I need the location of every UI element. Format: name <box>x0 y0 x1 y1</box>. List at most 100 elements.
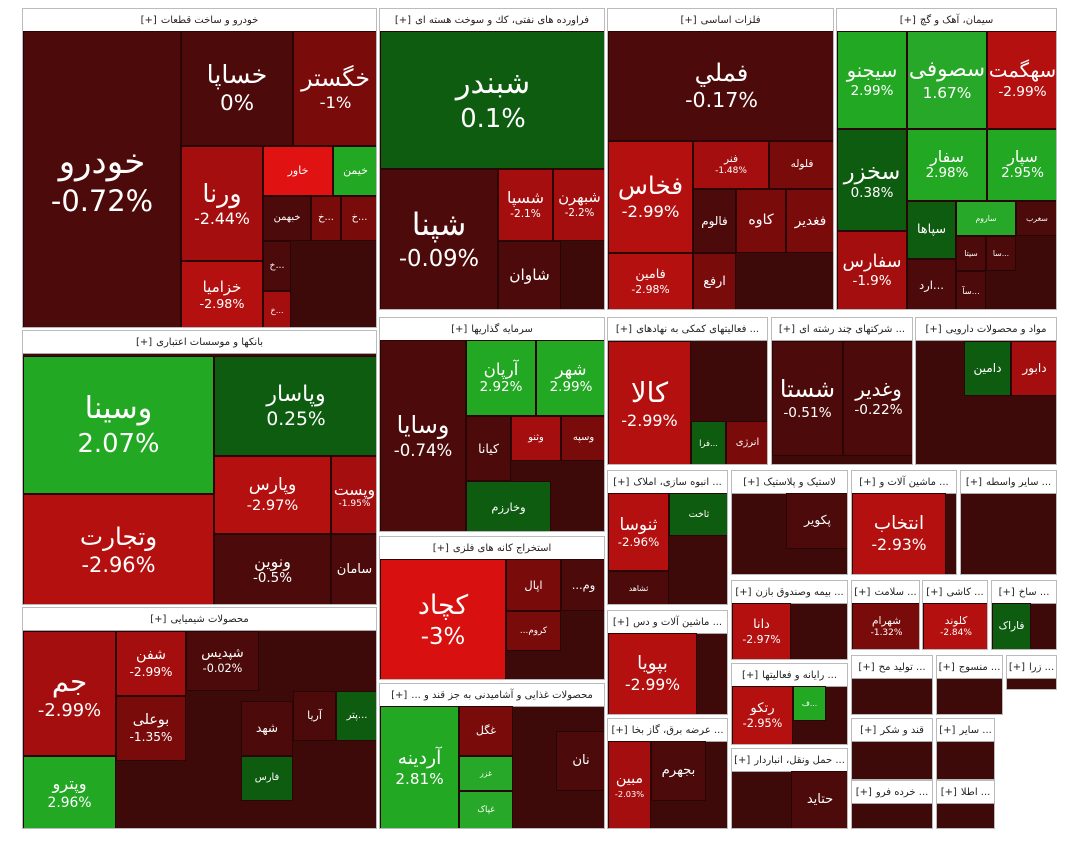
stock-tile[interactable]: سپار 2.95% <box>987 129 1056 201</box>
stock-tile[interactable]: وغدیر -0.22% <box>843 341 912 456</box>
stock-tile[interactable]: کلوند -2.84% <box>923 603 987 649</box>
stock-tile[interactable]: انرژی <box>726 421 767 464</box>
stock-tile[interactable]: خبهمن <box>263 196 311 241</box>
stock-tile[interactable]: کچاد -3% <box>380 559 506 679</box>
stock-tile[interactable]: شاوان <box>498 241 561 309</box>
stock-tile[interactable]: پتر... <box>336 691 376 741</box>
stock-tile[interactable]: فاراک <box>992 603 1031 649</box>
expand-button[interactable]: [+] <box>611 724 628 736</box>
stock-tile[interactable]: سخزر 0.38% <box>837 129 907 231</box>
stock-tile[interactable]: فامین -2.98% <box>608 253 693 309</box>
stock-tile[interactable]: دابور <box>1011 341 1056 396</box>
expand-button[interactable]: [+] <box>858 661 875 673</box>
stock-tile[interactable]: وسپه <box>561 416 604 461</box>
stock-tile[interactable]: شبهرن -2.2% <box>553 169 604 241</box>
expand-button[interactable]: [+] <box>743 476 760 488</box>
stock-tile[interactable]: انتخاب -2.93% <box>852 493 946 574</box>
expand-button[interactable]: [+] <box>859 476 876 488</box>
expand-button[interactable]: [+] <box>778 323 796 335</box>
expand-button[interactable]: [+] <box>734 754 751 766</box>
stock-tile[interactable]: فلوله <box>769 141 833 189</box>
stock-tile[interactable]: خزامیا -2.98% <box>181 261 263 327</box>
stock-tile[interactable]: کالا -2.99% <box>608 341 691 464</box>
stock-tile[interactable]: آرپان 2.92% <box>466 340 536 416</box>
stock-tile[interactable]: سیجنو 2.99% <box>837 31 907 129</box>
stock-tile[interactable]: ونوین -0.5% <box>214 534 331 604</box>
expand-button[interactable]: [+] <box>140 14 157 26</box>
stock-tile[interactable]: شبندر 0.1% <box>380 31 604 169</box>
expand-button[interactable]: [+] <box>940 786 957 798</box>
stock-tile[interactable]: پکویر <box>786 493 847 549</box>
stock-tile[interactable]: شپدیس -0.02% <box>186 631 259 691</box>
stock-tile[interactable]: ...وم <box>561 559 604 611</box>
expand-button[interactable]: [+] <box>432 542 449 554</box>
stock-tile[interactable]: خگستر -1% <box>293 31 376 146</box>
expand-button[interactable]: [+] <box>925 323 942 335</box>
stock-tile[interactable]: فنر -1.48% <box>693 141 769 189</box>
stock-tile[interactable]: ثشاهد <box>608 571 669 604</box>
stock-tile[interactable]: آریا <box>293 691 336 741</box>
stock-tile[interactable]: فخاس -2.99% <box>608 141 693 253</box>
expand-button[interactable]: [+] <box>612 616 630 628</box>
stock-tile[interactable]: ساروم <box>956 201 1016 236</box>
expand-button[interactable]: [+] <box>998 586 1015 598</box>
stock-tile[interactable]: شستا -0.51% <box>772 341 843 456</box>
expand-button[interactable]: [+] <box>391 689 408 701</box>
expand-button[interactable]: [+] <box>854 586 871 598</box>
stock-tile[interactable]: شهد <box>241 701 293 756</box>
stock-tile[interactable]: فملي -0.17% <box>608 31 833 141</box>
stock-tile[interactable]: آردینه 2.81% <box>380 706 459 828</box>
expand-button[interactable]: [+] <box>150 613 167 625</box>
stock-tile[interactable]: فارس <box>241 756 293 801</box>
expand-button[interactable]: [+] <box>615 323 633 335</box>
expand-button[interactable]: [+] <box>680 14 697 26</box>
expand-button[interactable]: [+] <box>613 476 630 488</box>
stock-tile[interactable]: ...کروم <box>506 611 561 651</box>
expand-button[interactable]: [+] <box>741 669 759 681</box>
stock-tile[interactable]: شهرام -1.32% <box>852 603 919 649</box>
stock-tile[interactable]: سفار 2.98% <box>907 129 987 201</box>
stock-tile[interactable]: فغدیر <box>786 189 833 253</box>
stock-tile[interactable]: بجهرم <box>651 741 706 801</box>
stock-tile[interactable]: ثنوسا -2.96% <box>608 493 669 571</box>
stock-tile[interactable]: اپال <box>506 559 561 611</box>
stock-tile[interactable]: مبین -2.03% <box>608 741 651 828</box>
stock-tile[interactable]: وپاسار 0.25% <box>214 356 376 456</box>
stock-tile[interactable]: فرا... <box>691 421 726 464</box>
stock-tile[interactable]: سپاها <box>907 201 956 259</box>
stock-tile[interactable]: وسایا -0.74% <box>380 340 466 531</box>
stock-tile[interactable]: ثاخت <box>669 493 727 536</box>
stock-tile[interactable]: ارفع <box>693 253 736 309</box>
stock-tile[interactable]: وپست -1.95% <box>331 456 376 534</box>
stock-tile[interactable]: سیتا <box>956 236 986 271</box>
stock-tile[interactable]: خاور <box>263 146 333 196</box>
stock-tile[interactable]: شپنا -0.09% <box>380 169 498 309</box>
expand-button[interactable]: [+] <box>938 661 955 673</box>
stock-tile[interactable]: ورنا -2.44% <box>181 146 263 261</box>
stock-tile[interactable]: ف... <box>793 686 826 721</box>
stock-tile[interactable]: سا... <box>986 236 1016 271</box>
stock-tile[interactable]: حتاید <box>791 771 847 828</box>
expand-button[interactable]: [+] <box>860 724 877 736</box>
stock-tile[interactable]: غپاک <box>459 791 513 828</box>
stock-tile[interactable]: دانا -2.97% <box>732 603 791 659</box>
stock-tile[interactable]: جم -2.99% <box>23 631 116 756</box>
stock-tile[interactable]: سغرب <box>1016 201 1056 236</box>
stock-tile[interactable]: کاوه <box>736 189 786 253</box>
stock-tile[interactable]: شسپا -2.1% <box>498 169 553 241</box>
expand-button[interactable]: [+] <box>939 724 956 736</box>
stock-tile[interactable]: وخارزم <box>466 481 551 531</box>
stock-tile[interactable]: دامین <box>964 341 1011 396</box>
expand-button[interactable]: [+] <box>899 14 916 26</box>
stock-tile[interactable]: خیمن <box>333 146 376 196</box>
stock-tile[interactable]: نان <box>556 731 604 791</box>
stock-tile[interactable]: سامان <box>331 534 376 604</box>
stock-tile[interactable]: وپارس -2.97% <box>214 456 331 534</box>
stock-tile[interactable]: وثنو <box>511 416 561 461</box>
stock-tile[interactable]: وتجارت -2.96% <box>23 494 214 604</box>
expand-button[interactable]: [+] <box>855 786 872 798</box>
stock-tile[interactable]: سصوفی 1.67% <box>907 31 987 129</box>
stock-tile[interactable]: خ... <box>311 196 341 241</box>
stock-tile[interactable]: خ... <box>341 196 376 241</box>
stock-tile[interactable]: وپترو 2.96% <box>23 756 116 828</box>
